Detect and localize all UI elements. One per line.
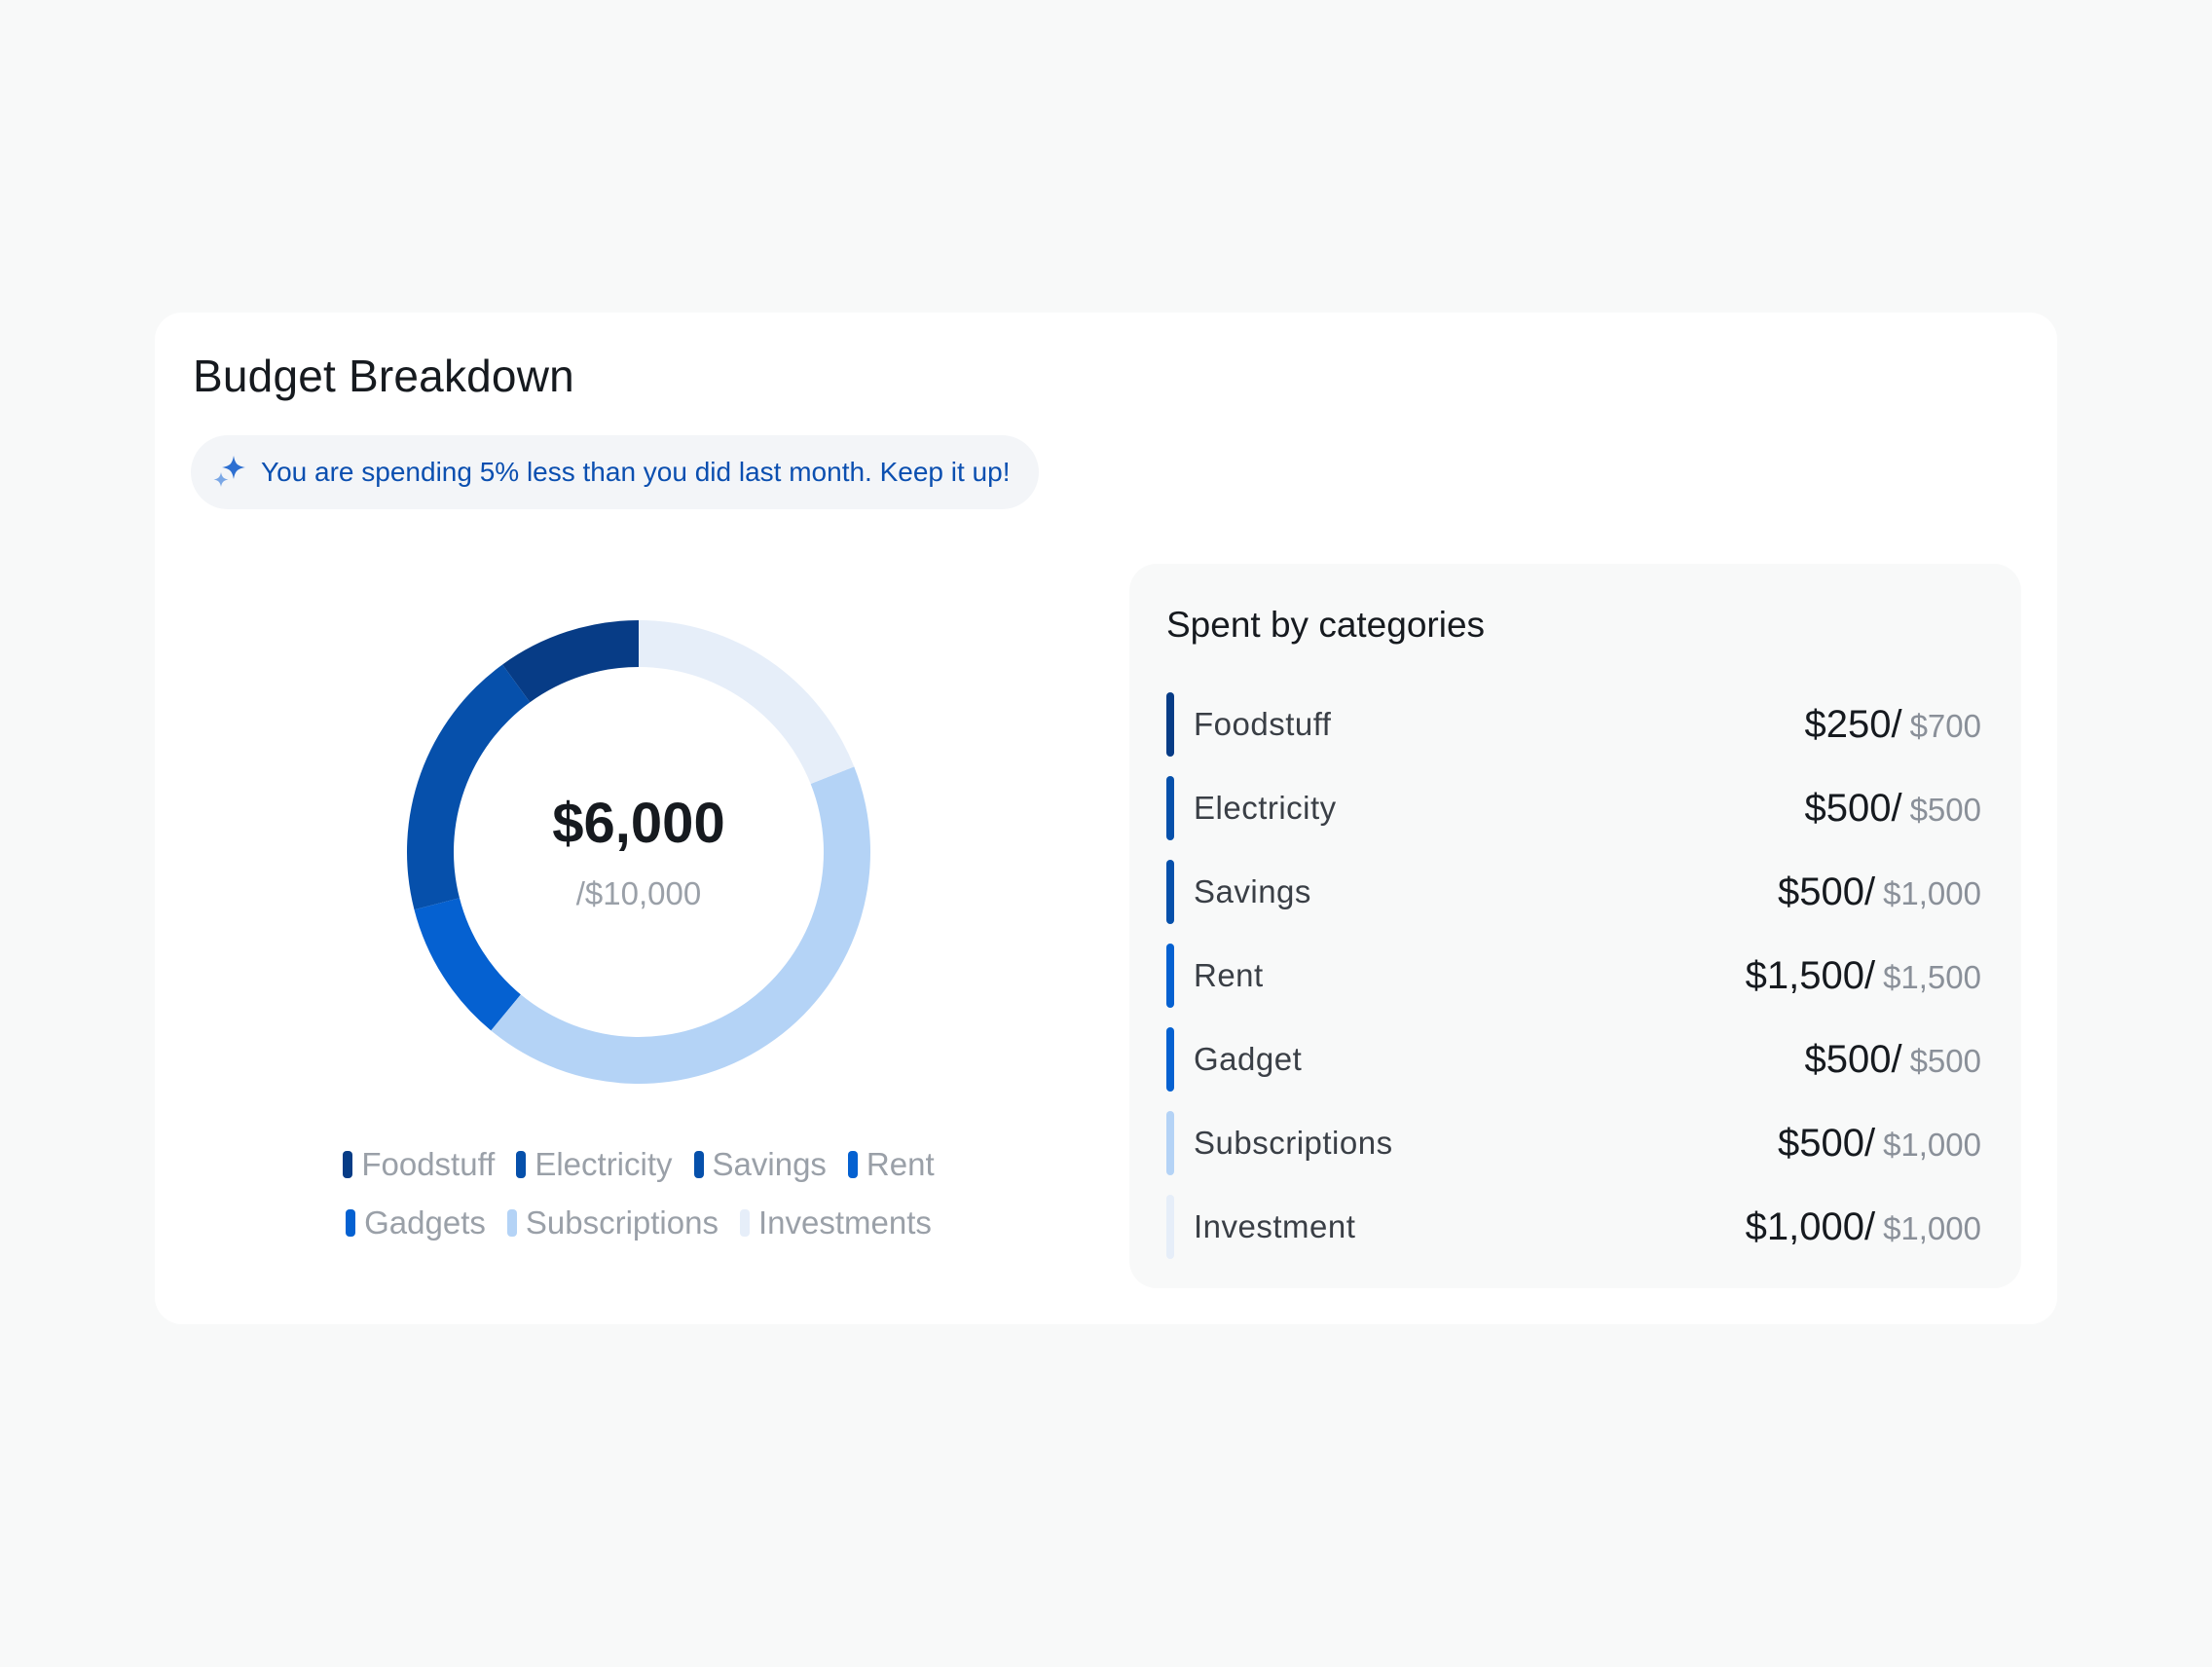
legend-item-rent: Rent: [847, 1146, 935, 1183]
legend-item-electricity: Electricity: [516, 1146, 673, 1183]
category-label: Foodstuff: [1194, 706, 1332, 742]
category-row-subscriptions: Subscriptions $500/$1,000: [1166, 1101, 1981, 1185]
category-list: Foodstuff $250/$700 Electricity $500/$500 Sa…: [1166, 683, 1981, 1269]
legend-label: Gadgets: [364, 1204, 486, 1241]
category-limit: $500: [1909, 1042, 1981, 1079]
category-color-bar: [1166, 692, 1174, 757]
category-values: $500/$1,000: [1778, 871, 1981, 914]
legend-label: Investments: [757, 1204, 932, 1241]
category-values: $1,500/$1,500: [1746, 954, 1981, 998]
legend-item-investments: Investments: [739, 1204, 932, 1241]
donut-slice-electricity: [407, 664, 531, 910]
category-label: Savings: [1194, 873, 1311, 909]
sparkle-icon: [213, 456, 245, 487]
category-limit: $700: [1909, 707, 1981, 744]
category-color-bar: [1166, 944, 1174, 1008]
legend-label: Subscriptions: [525, 1204, 719, 1241]
category-spent: $500/: [1777, 870, 1876, 913]
category-label: Rent: [1194, 957, 1264, 993]
category-limit: $1,000: [1883, 1209, 1981, 1246]
legend-swatch: [739, 1209, 750, 1237]
spent-by-categories-panel: Spent by categories Foodstuff $250/$700 El…: [1129, 564, 2021, 1288]
category-limit: $1,000: [1883, 1126, 1981, 1163]
donut-slice-rent: [414, 898, 521, 1031]
category-row-foodstuff: Foodstuff $250/$700: [1166, 683, 1981, 766]
legend-label: Foodstuff: [361, 1146, 496, 1182]
category-color-bar: [1166, 1027, 1174, 1092]
category-limit: $1,000: [1883, 874, 1981, 911]
donut-slice-subscriptions: [491, 766, 870, 1084]
category-spent: $500/: [1804, 786, 1902, 830]
category-row-investment: Investment $1,000/$1,000: [1166, 1185, 1981, 1269]
category-spent: $250/: [1804, 702, 1902, 746]
category-row-gadget: Gadget $500/$500: [1166, 1018, 1981, 1101]
legend-swatch: [516, 1151, 527, 1178]
category-values: $250/$700: [1804, 703, 1981, 747]
legend-swatch: [343, 1151, 353, 1178]
budget-breakdown-card: Budget Breakdown You are spending 5% les…: [155, 313, 2057, 1324]
category-label: Investment: [1194, 1208, 1356, 1244]
category-spent: $500/: [1804, 1037, 1902, 1081]
category-values: $500/$500: [1804, 787, 1981, 831]
spending-insight-text: You are spending 5% less than you did la…: [261, 457, 1011, 487]
legend-swatch: [346, 1209, 356, 1237]
category-row-electricity: Electricity $500/$500: [1166, 766, 1981, 850]
category-spent: $1,000/: [1745, 1204, 1876, 1248]
total-spent-amount: $6,000: [552, 791, 725, 855]
category-label: Gadget: [1194, 1041, 1303, 1077]
legend-row: Gadgets Subscriptions Investments: [233, 1194, 1045, 1252]
legend-swatch: [693, 1151, 704, 1178]
category-spent: $500/: [1777, 1121, 1876, 1165]
panel-title: Spent by categories: [1166, 605, 1486, 645]
category-values: $500/$500: [1804, 1038, 1981, 1082]
category-color-bar: [1166, 1111, 1174, 1175]
category-color-bar: [1166, 860, 1174, 924]
legend-item-foodstuff: Foodstuff: [343, 1146, 495, 1183]
category-limit: $1,500: [1883, 958, 1981, 995]
donut-slice-investments: [639, 620, 855, 785]
category-label: Subscriptions: [1194, 1125, 1393, 1161]
legend-label: Savings: [712, 1146, 827, 1182]
page-title: Budget Breakdown: [193, 351, 574, 401]
category-limit: $500: [1909, 791, 1981, 828]
spending-insight-banner: You are spending 5% less than you did la…: [191, 435, 1040, 509]
category-color-bar: [1166, 776, 1174, 840]
category-row-rent: Rent $1,500/$1,500: [1166, 934, 1981, 1018]
legend-item-savings: Savings: [693, 1146, 827, 1183]
legend-swatch: [847, 1151, 858, 1178]
donut-svg: [407, 620, 870, 1084]
category-color-bar: [1166, 1195, 1174, 1259]
legend-item-gadgets: Gadgets: [346, 1204, 486, 1241]
budget-donut-chart: $6,000 /$10,000: [405, 618, 872, 1086]
legend-row: Foodstuff Electricity Savings Rent: [233, 1135, 1045, 1194]
category-row-savings: Savings $500/$1,000: [1166, 850, 1981, 934]
donut-center: $6,000 /$10,000: [405, 618, 872, 1086]
total-budget-amount: /$10,000: [575, 874, 702, 911]
legend-item-subscriptions: Subscriptions: [506, 1204, 719, 1241]
category-label: Electricity: [1194, 790, 1337, 826]
category-values: $500/$1,000: [1778, 1122, 1981, 1166]
category-spent: $1,500/: [1745, 953, 1876, 997]
donut-slice-foodstuff: [502, 620, 639, 703]
legend-label: Electricity: [535, 1146, 673, 1182]
legend-swatch: [506, 1209, 517, 1237]
legend-label: Rent: [866, 1146, 935, 1182]
chart-legend: Foodstuff Electricity Savings Rent Gadgets Su…: [233, 1135, 1045, 1252]
category-values: $1,000/$1,000: [1746, 1205, 1981, 1249]
